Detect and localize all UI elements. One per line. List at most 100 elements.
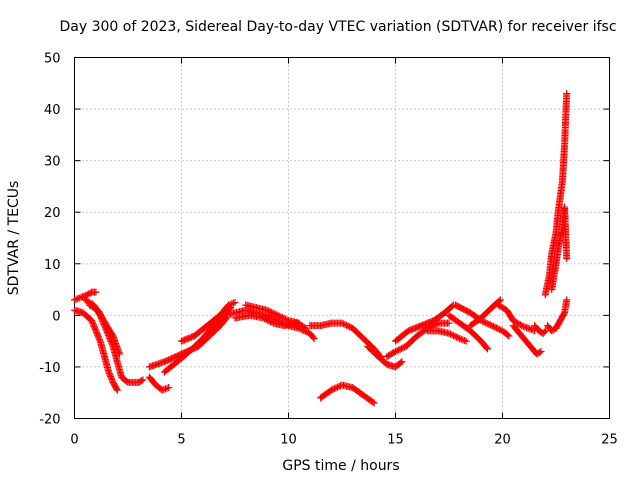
x-tick-label: 0 bbox=[70, 433, 78, 448]
data-point bbox=[231, 298, 239, 306]
data-point bbox=[504, 331, 512, 339]
x-axis-label: GPS time / hours bbox=[282, 458, 399, 474]
data-point bbox=[333, 383, 341, 391]
plot-frame bbox=[74, 57, 610, 419]
data-point bbox=[563, 255, 571, 263]
data-point bbox=[309, 333, 317, 341]
data-point bbox=[295, 319, 303, 327]
data-point bbox=[88, 318, 96, 326]
data-point bbox=[505, 332, 513, 340]
y-tick-labels: -20 -10 0 10 20 30 40 50 bbox=[39, 52, 60, 428]
data-point bbox=[113, 386, 121, 394]
data-point bbox=[457, 335, 465, 343]
data-point bbox=[398, 345, 406, 353]
data-point bbox=[480, 318, 488, 326]
data-point bbox=[71, 296, 78, 304]
axis-ticks bbox=[74, 57, 610, 419]
series-track-4 bbox=[85, 301, 123, 358]
data-point bbox=[106, 371, 114, 379]
data-point bbox=[265, 307, 273, 315]
data-point bbox=[91, 324, 99, 332]
data-point bbox=[488, 322, 496, 330]
data-point bbox=[332, 384, 340, 392]
data-point bbox=[456, 335, 464, 343]
data-point bbox=[370, 399, 378, 407]
data-point bbox=[447, 330, 455, 338]
data-point bbox=[519, 322, 527, 330]
data-point bbox=[277, 313, 285, 321]
data-point bbox=[274, 311, 282, 319]
data-point bbox=[229, 299, 237, 307]
data-point bbox=[161, 385, 169, 393]
data-point bbox=[397, 359, 405, 367]
data-point bbox=[283, 316, 291, 324]
data-point bbox=[275, 312, 283, 320]
data-point bbox=[107, 373, 115, 381]
data-point bbox=[113, 385, 121, 393]
series-track-19 bbox=[451, 301, 513, 340]
data-point bbox=[494, 325, 502, 333]
data-point bbox=[271, 310, 279, 318]
data-point bbox=[392, 347, 399, 355]
data-point bbox=[461, 336, 469, 344]
series-track-11 bbox=[242, 301, 303, 327]
data-point bbox=[537, 347, 545, 355]
x-tick-label: 20 bbox=[494, 433, 511, 448]
data-point bbox=[369, 398, 377, 406]
data-point bbox=[563, 90, 571, 98]
data-point bbox=[89, 319, 97, 327]
data-point bbox=[272, 311, 280, 319]
data-point bbox=[448, 331, 456, 339]
data-point bbox=[303, 328, 311, 336]
data-point bbox=[344, 322, 352, 330]
series-track-17 bbox=[424, 327, 470, 345]
series-track-22 bbox=[509, 322, 545, 358]
series-track-26 bbox=[543, 296, 571, 335]
data-point bbox=[496, 296, 504, 304]
series-track-13 bbox=[317, 381, 378, 407]
data-point bbox=[338, 319, 346, 327]
data-point bbox=[516, 321, 524, 329]
data-point bbox=[138, 377, 146, 385]
data-point bbox=[269, 309, 277, 317]
data-point bbox=[95, 334, 103, 342]
data-point bbox=[340, 320, 348, 328]
data-point bbox=[395, 346, 403, 354]
data-point bbox=[265, 317, 273, 325]
y-tick-label: 30 bbox=[44, 155, 61, 170]
data-point bbox=[92, 327, 100, 335]
data-point bbox=[94, 331, 102, 339]
data-point bbox=[91, 325, 99, 333]
data-point bbox=[226, 300, 234, 308]
data-point bbox=[341, 321, 349, 329]
data-point bbox=[459, 336, 467, 344]
y-tick-label: 0 bbox=[52, 309, 60, 324]
data-point bbox=[491, 323, 499, 331]
data-point bbox=[526, 325, 534, 333]
y-tick-label: -10 bbox=[39, 361, 60, 376]
data-point bbox=[72, 295, 80, 303]
data-point bbox=[90, 322, 98, 330]
y-tick-label: 10 bbox=[44, 258, 61, 273]
data-point bbox=[263, 306, 271, 314]
data-point bbox=[343, 321, 351, 329]
data-point bbox=[398, 358, 406, 366]
data-point bbox=[93, 328, 101, 336]
y-tick-label: 50 bbox=[44, 52, 61, 67]
series-track-20 bbox=[466, 296, 504, 330]
data-point bbox=[94, 333, 102, 341]
data-point bbox=[268, 308, 276, 316]
data-point bbox=[165, 384, 173, 392]
data-point bbox=[268, 318, 276, 326]
data-point bbox=[280, 314, 288, 322]
data-point bbox=[93, 330, 101, 338]
data-point bbox=[329, 385, 337, 393]
data-point bbox=[115, 350, 123, 358]
data-point bbox=[486, 321, 494, 329]
series-track-8 bbox=[178, 298, 239, 345]
data-point bbox=[330, 385, 338, 393]
data-point bbox=[310, 335, 318, 343]
data-point bbox=[346, 323, 354, 331]
data-point bbox=[524, 324, 532, 332]
